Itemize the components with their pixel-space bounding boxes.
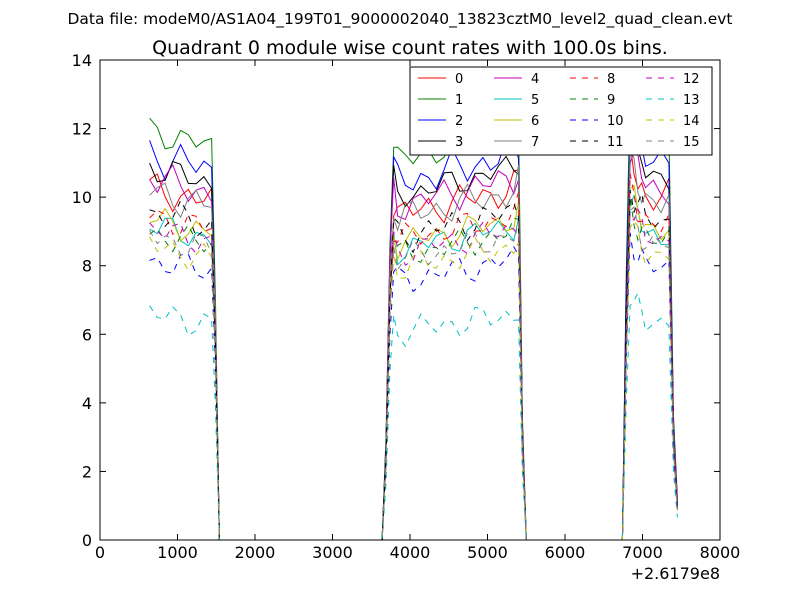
x-axis: 0 1000 2000 3000 4000 5000 6000 7000 8000 — [95, 60, 740, 562]
legend-label: 1 — [455, 93, 463, 108]
x-tick-label: 0 — [95, 543, 105, 562]
x-tick-label: 4000 — [390, 543, 431, 562]
series-line-13 — [149, 291, 678, 541]
plot-area — [149, 90, 678, 541]
series-line-12 — [149, 208, 678, 541]
legend-label: 5 — [531, 93, 539, 108]
x-tick-label: 7000 — [622, 543, 663, 562]
figure-suptitle: Data file: modeM0/AS1A04_199T01_90000020… — [67, 10, 732, 29]
series-line-5 — [149, 194, 678, 541]
legend-label: 14 — [683, 114, 700, 129]
series-line-10 — [149, 232, 678, 541]
legend-label: 9 — [607, 93, 615, 108]
x-tick-label: 3000 — [312, 543, 353, 562]
legend-label: 13 — [683, 93, 700, 108]
series-line-4 — [149, 150, 678, 541]
y-tick-label: 0 — [82, 531, 92, 550]
chart-title: Quadrant 0 module wise count rates with … — [152, 37, 668, 59]
x-tick-label: 5000 — [467, 543, 508, 562]
y-tick-label: 8 — [82, 257, 92, 276]
series-line-9 — [149, 196, 678, 541]
series-line-2 — [149, 129, 678, 541]
legend-label: 8 — [607, 72, 615, 87]
y-tick-label: 4 — [82, 394, 92, 413]
series-line-11 — [149, 189, 678, 541]
legend-label: 7 — [531, 135, 539, 150]
x-tick-label: 1000 — [157, 543, 198, 562]
legend-label: 3 — [455, 135, 463, 150]
legend-label: 0 — [455, 72, 463, 87]
series-line-1 — [149, 90, 678, 541]
y-tick-label: 10 — [72, 188, 92, 207]
y-tick-label: 12 — [72, 120, 92, 139]
series-line-7 — [149, 148, 678, 541]
legend-label: 15 — [683, 135, 700, 150]
legend-label: 12 — [683, 72, 700, 87]
x-tick-label: 6000 — [545, 543, 586, 562]
x-axis-offset-label: +2.6179e8 — [631, 564, 720, 583]
legend-label: 4 — [531, 72, 539, 87]
y-tick-label: 6 — [82, 325, 92, 344]
legend-label: 11 — [607, 135, 624, 150]
legend-label: 10 — [607, 114, 624, 129]
series-line-3 — [149, 147, 678, 541]
legend-frame — [409, 66, 713, 156]
series-line-14 — [149, 220, 678, 541]
y-tick-label: 2 — [82, 462, 92, 481]
legend-label: 2 — [455, 114, 463, 129]
series-line-15 — [149, 206, 678, 541]
y-tick-label: 14 — [72, 51, 92, 70]
x-tick-label: 8000 — [700, 543, 741, 562]
x-tick-label: 2000 — [235, 543, 276, 562]
legend-label: 6 — [531, 114, 539, 129]
